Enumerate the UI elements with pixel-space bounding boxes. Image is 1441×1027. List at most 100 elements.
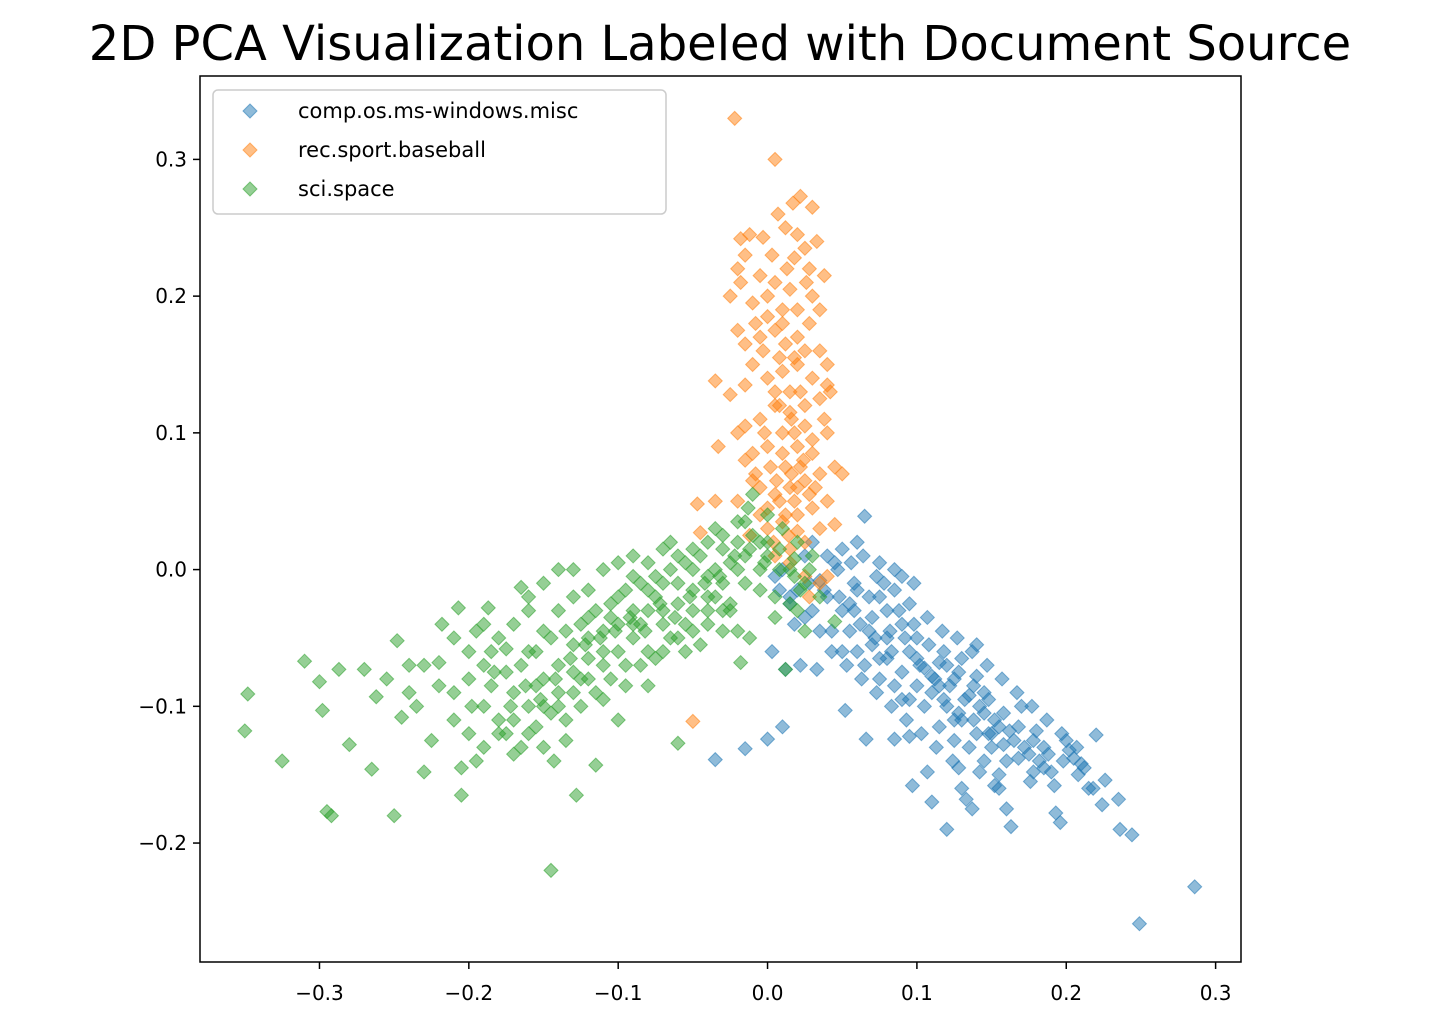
data-point [919, 764, 936, 780]
data-point [296, 653, 313, 669]
data-point [737, 377, 753, 393]
data-point [921, 637, 937, 653]
data-point [868, 568, 885, 585]
data-point [565, 637, 582, 653]
data-point [640, 678, 656, 694]
data-point [726, 110, 743, 127]
data-point [777, 220, 794, 236]
y-tick-label: 0.3 [155, 147, 187, 171]
data-point [786, 349, 803, 366]
data-point [819, 425, 835, 441]
data-point [951, 705, 967, 721]
data-point [416, 657, 432, 674]
data-point [855, 548, 871, 564]
data-point [777, 661, 794, 678]
data-point [812, 623, 828, 639]
data-point [871, 555, 888, 571]
data-point [662, 630, 679, 646]
data-point [916, 698, 933, 715]
points-layer [237, 110, 1203, 932]
x-tick-label: −0.2 [445, 981, 494, 1005]
data-point [543, 862, 559, 879]
data-point [408, 698, 425, 715]
data-point [732, 274, 749, 291]
data-point [816, 267, 833, 284]
data-point [786, 250, 803, 266]
data-point [1097, 772, 1113, 788]
data-point [779, 261, 795, 277]
data-point [1186, 879, 1203, 895]
data-point [640, 582, 656, 598]
data-point [565, 561, 582, 578]
data-point [867, 630, 883, 646]
data-point [580, 671, 597, 687]
data-point [741, 541, 758, 557]
data-point [861, 589, 877, 605]
data-point [786, 550, 803, 567]
data-point [550, 602, 567, 619]
data-point [939, 657, 955, 674]
data-point [423, 732, 440, 749]
data-point [697, 575, 713, 591]
data-point [843, 555, 859, 571]
data-point [774, 425, 791, 441]
data-point [700, 602, 716, 619]
data-point [1022, 773, 1039, 790]
data-point [498, 725, 514, 742]
data-point [879, 602, 895, 619]
data-point [603, 596, 619, 612]
data-point [580, 650, 597, 667]
data-point [991, 719, 1007, 735]
data-point [715, 623, 731, 639]
legend: comp.os.ms-windows.misc rec.sport.basebal… [212, 89, 667, 215]
series-1 [685, 110, 850, 730]
data-point [928, 739, 945, 756]
data-point [314, 702, 331, 719]
data-point [670, 596, 686, 612]
data-point [1055, 753, 1071, 769]
data-point [986, 777, 1003, 794]
data-point [771, 541, 788, 557]
data-point [1088, 727, 1104, 743]
data-point [792, 384, 809, 400]
x-tick-label: 0.0 [752, 981, 784, 1005]
data-point [898, 712, 915, 728]
y-tick-label: −0.1 [138, 694, 187, 718]
data-point [824, 643, 840, 660]
data-point [897, 630, 913, 646]
data-point [431, 678, 447, 694]
data-point [797, 240, 813, 256]
data-point [771, 493, 788, 509]
data-point [461, 671, 477, 687]
data-point [868, 684, 885, 701]
data-point [789, 507, 806, 523]
data-point [995, 705, 1012, 721]
data-point [655, 616, 671, 632]
data-point [550, 657, 567, 674]
data-point [774, 520, 791, 537]
data-point [568, 787, 585, 803]
data-point [573, 616, 589, 632]
data-point [812, 589, 828, 605]
data-point [824, 623, 840, 639]
y-tick-label: 0.2 [155, 284, 187, 308]
data-point [841, 623, 858, 639]
data-point [953, 650, 970, 667]
data-point [816, 411, 833, 427]
data-point [980, 691, 997, 708]
data-point [946, 671, 962, 687]
data-point [386, 807, 402, 824]
data-point [670, 735, 686, 751]
data-point [732, 654, 749, 671]
data-point [747, 466, 764, 482]
data-point [737, 336, 753, 352]
data-point [434, 616, 450, 632]
data-point [809, 661, 825, 678]
data-point [480, 600, 496, 616]
data-point [864, 609, 880, 626]
data-point [804, 431, 821, 448]
data-point [782, 384, 798, 400]
data-point [1040, 746, 1057, 762]
data-point [401, 684, 417, 701]
data-point [759, 438, 776, 455]
